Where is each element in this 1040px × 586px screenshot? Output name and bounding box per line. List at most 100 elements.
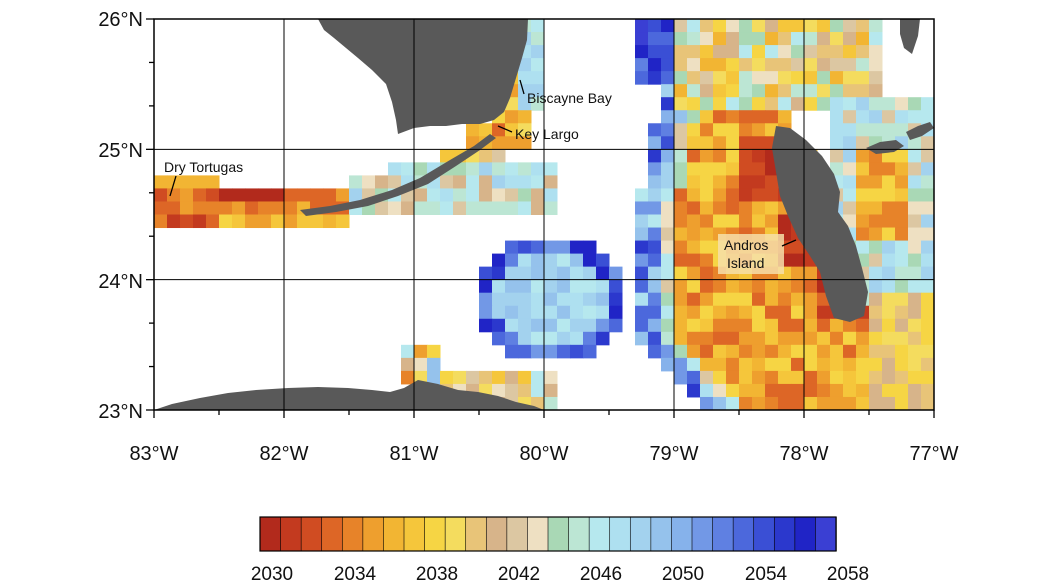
projection-cell xyxy=(895,110,909,124)
projection-cell xyxy=(596,266,610,281)
projection-cell xyxy=(648,292,662,307)
projection-cell xyxy=(505,201,519,215)
colorbar-swatches xyxy=(259,516,837,552)
projection-cell xyxy=(700,331,714,346)
projection-cell xyxy=(921,149,934,163)
projection-cell xyxy=(687,279,701,294)
map-area xyxy=(154,19,934,410)
projection-cell xyxy=(193,175,207,189)
projection-cell xyxy=(908,175,922,189)
projection-cell xyxy=(921,370,934,385)
projection-cell xyxy=(882,396,896,410)
projection-cell xyxy=(752,175,766,189)
projection-cell xyxy=(765,214,779,229)
projection-cell xyxy=(830,71,844,85)
projection-cell xyxy=(492,175,506,189)
projection-cell xyxy=(856,97,870,111)
projection-cell xyxy=(544,279,558,294)
projection-cell xyxy=(882,357,896,372)
projection-cell xyxy=(765,370,779,385)
projection-cell xyxy=(843,370,857,385)
projection-cell xyxy=(531,19,545,33)
projection-cell xyxy=(895,162,909,176)
projection-cell xyxy=(752,279,766,294)
projection-cell xyxy=(908,136,922,150)
projection-cell xyxy=(661,253,675,268)
projection-cell xyxy=(700,19,714,33)
projection-cell xyxy=(583,318,597,333)
projection-cell xyxy=(778,71,792,85)
projection-cell xyxy=(479,149,493,163)
projection-cell xyxy=(674,292,688,307)
projection-cell xyxy=(921,188,934,202)
projection-cell xyxy=(531,58,545,72)
projection-cell xyxy=(648,344,662,359)
projection-cell xyxy=(466,370,480,385)
projection-cell xyxy=(700,162,714,176)
projection-cell xyxy=(778,214,792,229)
projection-cell xyxy=(518,58,532,72)
projection-cell xyxy=(765,110,779,124)
projection-cell xyxy=(921,357,934,372)
projection-cell xyxy=(882,266,896,281)
projection-cell xyxy=(895,305,909,320)
projection-cell xyxy=(505,240,519,255)
projection-cell xyxy=(427,357,441,372)
projection-cell xyxy=(830,162,844,176)
projection-cell xyxy=(466,123,480,137)
projection-cell xyxy=(908,110,922,124)
projection-cell xyxy=(245,188,259,202)
projection-cell xyxy=(206,188,220,202)
projection-cell xyxy=(583,344,597,359)
projection-cell xyxy=(804,370,818,385)
projection-cell xyxy=(531,32,545,46)
projection-cell xyxy=(518,383,532,398)
projection-cell xyxy=(648,305,662,320)
projection-cell xyxy=(843,318,857,333)
projection-cell xyxy=(830,344,844,359)
projection-cell xyxy=(713,162,727,176)
projection-cell xyxy=(791,383,805,398)
projection-cell xyxy=(843,149,857,163)
projection-cell xyxy=(518,253,532,268)
projection-cell xyxy=(765,19,779,33)
projection-cell xyxy=(518,305,532,320)
projection-cell xyxy=(505,175,519,189)
projection-cell xyxy=(830,84,844,98)
projection-cell xyxy=(466,162,480,176)
projection-cell xyxy=(921,396,934,410)
projection-cell xyxy=(635,331,649,346)
projection-cell xyxy=(921,240,934,255)
projection-cell xyxy=(440,149,454,163)
projection-cell xyxy=(856,201,870,215)
projection-cell xyxy=(479,318,493,333)
projection-cell xyxy=(505,318,519,333)
projection-cell xyxy=(674,188,688,202)
projection-cell xyxy=(921,305,934,320)
projection-cell xyxy=(258,214,272,229)
projection-cell xyxy=(739,45,753,59)
projection-cell xyxy=(674,318,688,333)
projection-cell xyxy=(518,84,532,98)
projection-cell xyxy=(856,136,870,150)
projection-cell xyxy=(518,266,532,281)
projection-cell xyxy=(830,396,844,410)
projection-cell xyxy=(856,344,870,359)
projection-cell xyxy=(778,357,792,372)
projection-cell xyxy=(635,19,649,33)
projection-cell xyxy=(869,19,883,33)
projection-cell xyxy=(648,227,662,242)
projection-cell xyxy=(882,123,896,137)
projection-cell xyxy=(687,162,701,176)
projection-cell xyxy=(687,175,701,189)
projection-cell xyxy=(674,84,688,98)
projection-cell xyxy=(895,188,909,202)
projection-cell xyxy=(531,266,545,281)
projection-cell xyxy=(791,344,805,359)
projection-cell xyxy=(388,162,402,176)
projection-cell xyxy=(752,201,766,215)
projection-cell xyxy=(479,292,493,307)
projection-cell xyxy=(154,188,168,202)
projection-cell xyxy=(271,188,285,202)
projection-cell xyxy=(700,305,714,320)
